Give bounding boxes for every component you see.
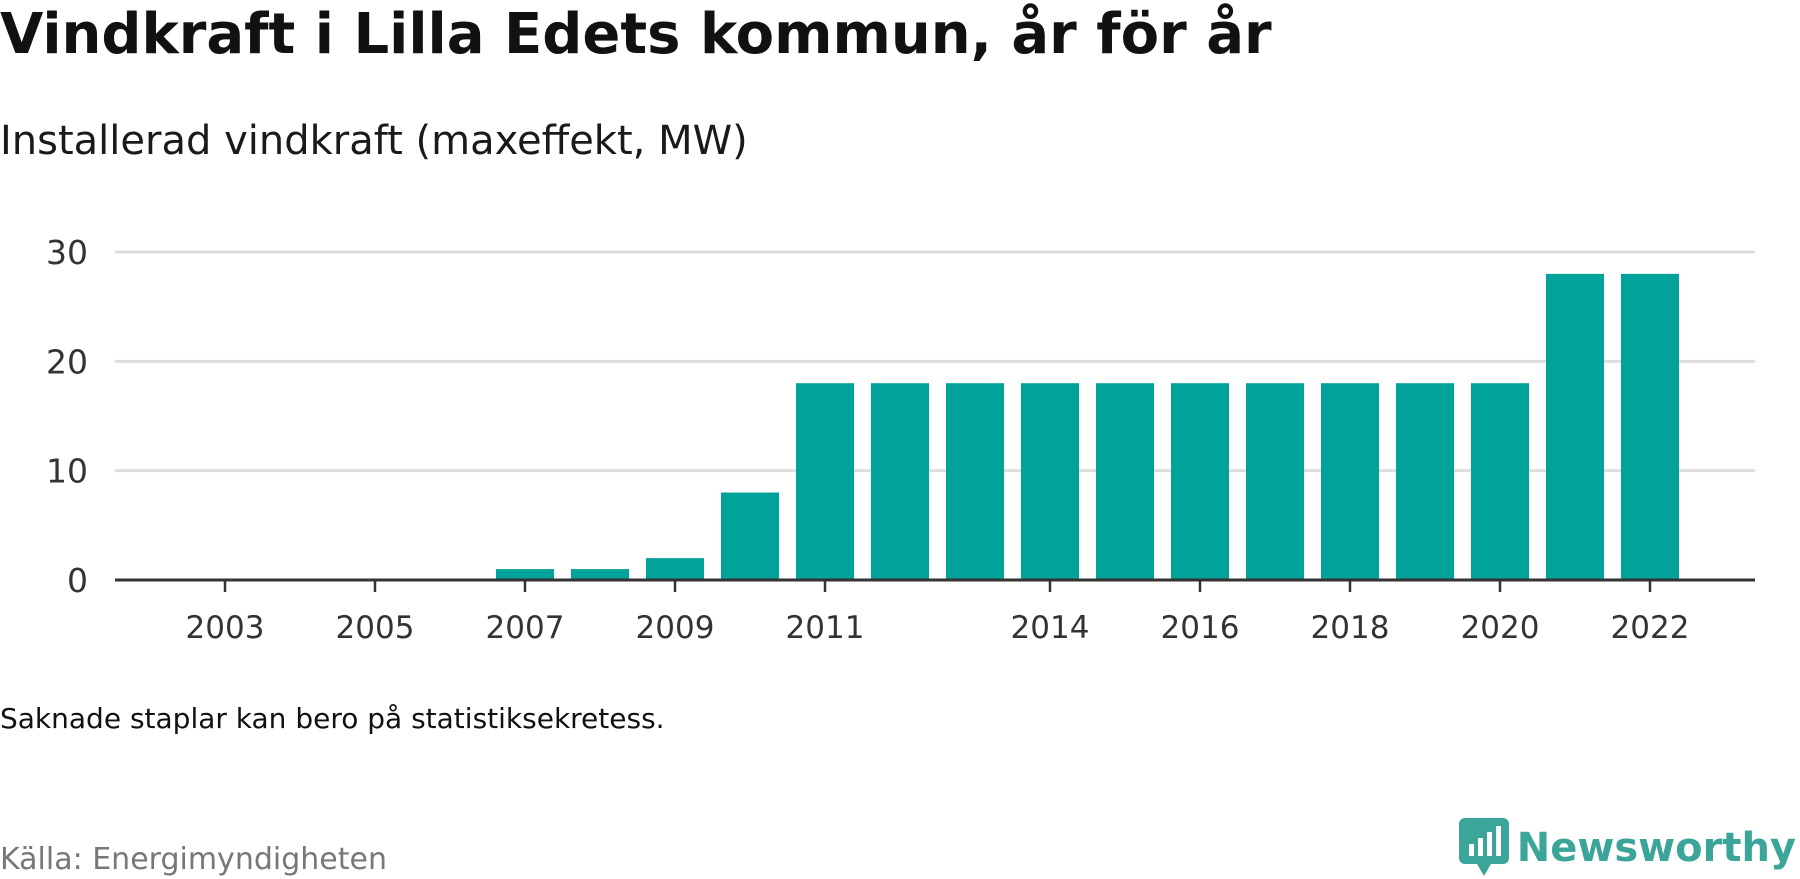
bar-2008	[571, 569, 629, 580]
bar-2018	[1321, 383, 1379, 580]
bar-2019	[1396, 383, 1454, 580]
bar-2010	[721, 492, 779, 580]
y-tick-label: 0	[67, 561, 88, 600]
y-tick-labels: 0 10 20 30	[46, 233, 88, 600]
brand-name: Newsworthy	[1516, 825, 1796, 871]
x-axis	[115, 578, 1755, 592]
y-tick-label: 20	[46, 342, 88, 381]
footnote: Saknade staplar kan bero på statistiksek…	[0, 702, 665, 735]
x-tick-label: 2014	[1011, 610, 1090, 646]
brand-logo: Newsworthy	[1458, 818, 1796, 878]
newsworthy-logo-icon	[1458, 818, 1509, 876]
bar-2013	[946, 383, 1004, 580]
x-tick-label: 2005	[336, 610, 415, 646]
source-label: Källa: Energimyndigheten	[0, 842, 387, 877]
bar-2016	[1171, 383, 1229, 580]
bars	[496, 273, 1679, 580]
bar-2007	[496, 569, 554, 580]
x-tick-label: 2022	[1611, 610, 1690, 646]
x-tick-label: 2003	[186, 610, 265, 646]
bar-2012	[871, 383, 929, 580]
bar-2014	[1021, 383, 1079, 580]
x-tick-label: 2018	[1311, 610, 1390, 646]
bar-2009	[646, 558, 704, 580]
x-tick-label: 2020	[1461, 610, 1540, 646]
bar-2011	[796, 383, 854, 580]
bar-2022	[1621, 273, 1679, 580]
x-tick-label: 2009	[636, 610, 715, 646]
x-tick-label: 2011	[786, 610, 865, 646]
chart-title: Vindkraft i Lilla Edets kommun, år för å…	[0, 2, 1272, 67]
bar-2020	[1471, 383, 1529, 580]
bar-chart: 0 10 20 30 2003 2005 2007 2009 2011 2014 2016 2018…	[46, 233, 1755, 646]
y-tick-label: 10	[46, 452, 88, 491]
bar-2021	[1546, 273, 1604, 580]
x-tick-labels: 2003 2005 2007 2009 2011 2014 2016 2018 2020 2022	[186, 610, 1690, 646]
y-tick-label: 30	[46, 233, 88, 272]
x-tick-label: 2007	[486, 610, 565, 646]
bar-2017	[1246, 383, 1304, 580]
chart-subtitle: Installerad vindkraft (maxeffekt, MW)	[0, 118, 748, 164]
bar-2015	[1096, 383, 1154, 580]
x-tick-label: 2016	[1161, 610, 1240, 646]
